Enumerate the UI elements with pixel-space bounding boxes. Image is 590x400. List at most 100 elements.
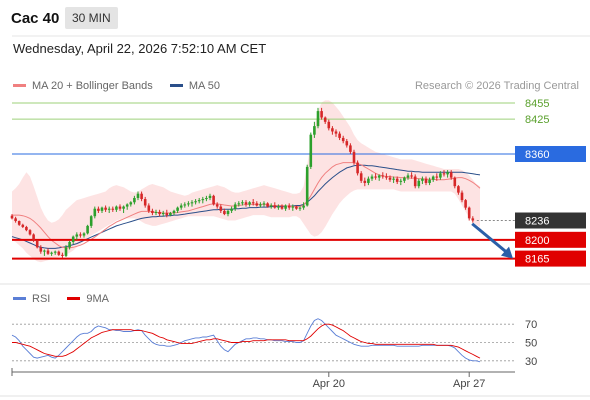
candle-body: [241, 202, 244, 204]
candle-body: [136, 193, 140, 198]
candle-body: [277, 206, 280, 208]
candle-body: [284, 205, 287, 209]
candle-body: [233, 204, 237, 209]
candle-body: [244, 202, 248, 205]
candle-body: [363, 180, 367, 183]
candle-body: [388, 177, 392, 180]
candle-body: [262, 203, 266, 205]
candle-body: [345, 141, 349, 146]
candle-body: [431, 176, 435, 180]
candle-body: [381, 175, 385, 177]
datetime-label: Wednesday, April 22, 2026 7:52:10 AM CET: [13, 41, 267, 56]
legend-label-ma20: MA 20 + Bollinger Bands: [32, 80, 153, 92]
candle-body: [259, 204, 262, 206]
candle-body: [35, 240, 39, 248]
legend-item-ma50: MA 50: [169, 80, 221, 92]
candle-body: [28, 230, 32, 235]
rsi-tick-label: 50: [525, 338, 537, 350]
legend-swatch-ma20: [13, 83, 26, 87]
candle-body: [327, 121, 331, 129]
candle-body: [395, 178, 399, 182]
level-label-pivot: 8360: [525, 149, 549, 161]
candle-body: [89, 216, 93, 226]
candle-body: [248, 202, 251, 205]
level-tag-support: [515, 231, 586, 248]
candle-body: [61, 254, 64, 256]
rsi-pane: 70 50 30: [12, 319, 537, 368]
legend-item-9ma: 9MA: [67, 293, 109, 305]
candle-body: [406, 175, 410, 178]
x-tick-label: Apr 20: [313, 378, 345, 390]
main-legend: MA 20 + Bollinger Bands MA 50: [13, 80, 234, 92]
candle-body: [183, 204, 187, 206]
candle-body: [223, 210, 226, 215]
candle-body: [338, 133, 341, 138]
forecast-arrow-shaft: [471, 222, 508, 254]
candle-body: [453, 177, 457, 187]
candle-body: [17, 221, 21, 225]
candle-body: [147, 205, 151, 211]
forecast-arrow-head: [501, 246, 513, 259]
candle-body: [57, 251, 61, 255]
candle-body: [226, 210, 230, 215]
candle-body: [86, 225, 89, 234]
timeframe-button[interactable]: 30 MIN: [65, 7, 118, 29]
candle-body: [255, 203, 259, 206]
candle-body: [39, 247, 43, 252]
candle-body: [403, 177, 406, 181]
candle-body: [309, 134, 313, 167]
header-bar: Cac 40 30 MIN: [0, 0, 590, 36]
candle-body: [313, 126, 316, 135]
candle-body: [122, 206, 125, 209]
candle-body: [399, 180, 403, 182]
candle-body: [424, 178, 428, 183]
candle-body: [212, 195, 215, 205]
candle-body: [68, 241, 71, 248]
candle-body: [25, 226, 28, 231]
candle-body: [237, 203, 241, 205]
level-label-support: 8165: [525, 254, 549, 266]
legend-item-ma20: MA 20 + Bollinger Bands: [13, 80, 153, 92]
instrument-title: Cac 40: [11, 10, 60, 27]
pane-separator: [0, 283, 590, 285]
candle-body: [446, 172, 449, 175]
candle-body: [169, 213, 172, 216]
candle-body: [356, 162, 359, 174]
legend-label-ma50: MA 50: [188, 80, 221, 92]
candle-body: [266, 203, 269, 207]
candle-body: [428, 179, 431, 183]
rsi-tick-label: 30: [525, 356, 537, 368]
x-tick-label: Apr 27: [453, 378, 485, 390]
candle-body: [97, 208, 100, 211]
candle-body: [129, 202, 133, 205]
candle-body: [457, 186, 460, 193]
level-tag-current: [515, 212, 586, 229]
rsi-tick-label: 70: [525, 319, 537, 331]
candle-body: [410, 175, 413, 177]
candle-body: [460, 192, 464, 201]
candle-body: [377, 175, 381, 178]
candle-body: [421, 178, 424, 181]
candle-body: [133, 197, 136, 203]
candle-body: [352, 151, 356, 163]
candle-body: [251, 202, 255, 204]
candle-body: [75, 234, 79, 237]
candle-body: [140, 193, 143, 200]
candle-body: [439, 173, 442, 178]
candle-body: [176, 207, 179, 211]
candle-body: [302, 205, 305, 208]
candle-body: [104, 207, 107, 210]
candle-body: [269, 205, 273, 207]
level-label-current: 8236: [525, 216, 549, 228]
candle-body: [471, 218, 475, 221]
candle-body: [370, 176, 374, 179]
candle-body: [64, 247, 68, 256]
candle-body: [21, 224, 25, 227]
candle-body: [305, 166, 309, 206]
candle-body: [172, 210, 176, 213]
candle-body: [273, 205, 277, 208]
candle-body: [417, 180, 421, 187]
candle-body: [374, 176, 377, 178]
candle-body: [46, 250, 50, 254]
candle-body: [298, 207, 302, 209]
